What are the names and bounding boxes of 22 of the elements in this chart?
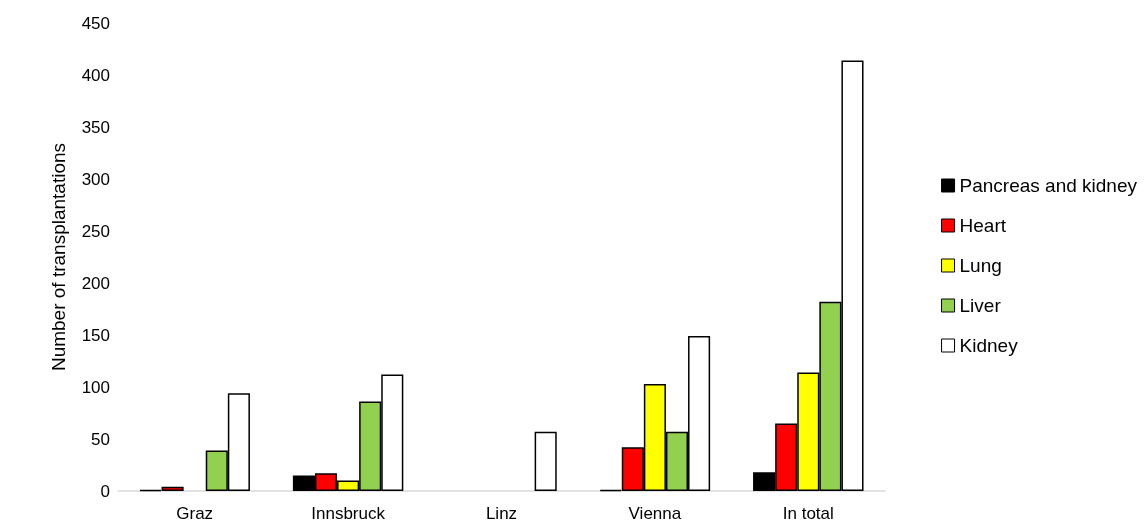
legend-label: Liver xyxy=(959,295,1002,316)
y-tick-label: 300 xyxy=(81,169,110,189)
y-tick-label: 400 xyxy=(81,65,110,85)
y-tick-label: 50 xyxy=(91,429,110,449)
y-tick-label: 250 xyxy=(81,221,110,241)
y-tick-label: 150 xyxy=(81,325,110,345)
x-tick-label: Graz xyxy=(176,504,214,523)
x-tick-label: In total xyxy=(782,504,834,523)
bar xyxy=(534,431,557,491)
y-axis-title: Number of transplantations xyxy=(48,142,69,372)
y-tick-label: 0 xyxy=(100,481,110,501)
y-tick-label: 350 xyxy=(81,117,110,137)
legend-label: Heart xyxy=(959,215,1007,236)
y-tick-label: 450 xyxy=(81,13,110,33)
x-tick-label: Innsbruck xyxy=(311,504,386,523)
y-tick-label: 100 xyxy=(81,377,110,397)
y-tick-label: 200 xyxy=(81,273,110,293)
legend-label: Kidney xyxy=(959,335,1019,356)
x-tick-label: Linz xyxy=(485,504,518,523)
x-tick-label: Vienna xyxy=(628,504,682,523)
legend-label: Lung xyxy=(959,255,1002,276)
legend-label: Pancreas and kidney xyxy=(959,175,1138,196)
